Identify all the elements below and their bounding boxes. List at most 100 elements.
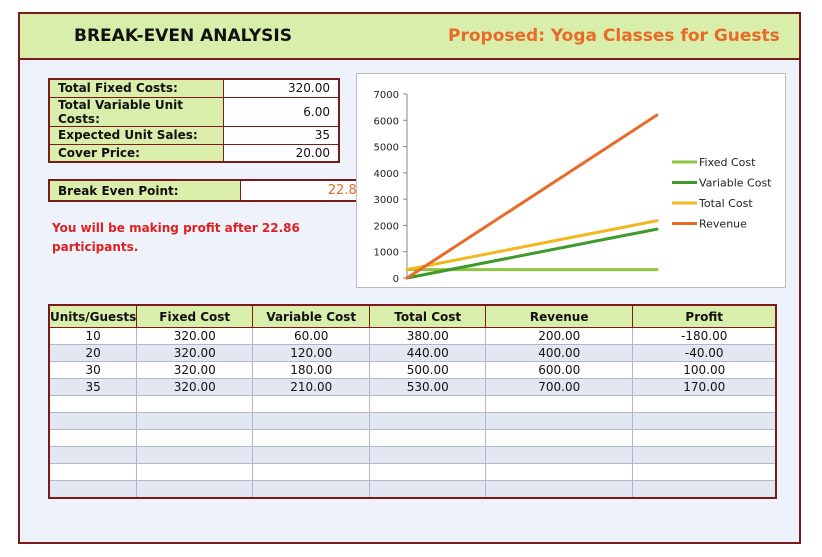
col-header-variable-cost: Variable Cost <box>252 304 371 328</box>
param-label: Expected Unit Sales: <box>48 125 224 145</box>
col-header-units: Units/Guests <box>48 304 138 328</box>
page-title: BREAK-EVEN ANALYSIS <box>74 26 292 46</box>
table-cell[interactable]: 200.00 <box>485 327 634 345</box>
table-cell[interactable] <box>136 463 254 481</box>
table-cell[interactable] <box>485 480 634 499</box>
table-cell[interactable] <box>48 395 138 413</box>
table-cell[interactable] <box>136 412 254 430</box>
table-cell[interactable] <box>485 429 634 447</box>
table-cell[interactable] <box>369 412 487 430</box>
table-cell[interactable] <box>632 480 777 499</box>
table-cell[interactable]: 440.00 <box>369 344 487 362</box>
legend-label: Variable Cost <box>699 177 772 190</box>
table-cell[interactable] <box>252 412 371 430</box>
table-cell[interactable] <box>632 429 777 447</box>
y-tick-label: 3000 <box>374 195 399 206</box>
col-header-fixed-cost: Fixed Cost <box>136 304 254 328</box>
param-label: Total Fixed Costs: <box>48 78 224 98</box>
table-cell[interactable] <box>369 429 487 447</box>
parameters-table: Total Fixed Costs: 320.00 Total Variable… <box>48 78 340 163</box>
param-value-cover-price[interactable]: 20.00 <box>222 143 340 163</box>
table-cell[interactable] <box>485 412 634 430</box>
param-value-variable-costs[interactable]: 6.00 <box>222 96 340 127</box>
table-cell[interactable] <box>252 429 371 447</box>
break-even-data-table: Units/Guests Fixed Cost Variable Cost To… <box>48 304 778 499</box>
table-row: 30 320.00 180.00 500.00 600.00 100.00 <box>48 361 777 379</box>
legend-label: Revenue <box>699 218 747 231</box>
table-cell[interactable] <box>369 463 487 481</box>
table-cell[interactable] <box>136 429 254 447</box>
table-cell[interactable] <box>369 395 487 413</box>
y-tick-label: 2000 <box>374 221 399 232</box>
table-cell[interactable] <box>632 395 777 413</box>
table-cell[interactable] <box>485 463 634 481</box>
table-cell[interactable] <box>252 446 371 464</box>
table-row: 10 320.00 60.00 380.00 200.00 -180.00 <box>48 327 777 345</box>
param-value-fixed-costs[interactable]: 320.00 <box>222 78 340 98</box>
table-cell[interactable]: 20 <box>48 344 138 362</box>
table-cell[interactable]: -40.00 <box>632 344 777 362</box>
table-row: 35 320.00 210.00 530.00 700.00 170.00 <box>48 378 777 396</box>
table-cell[interactable]: 320.00 <box>136 378 254 396</box>
table-cell[interactable] <box>369 446 487 464</box>
table-cell[interactable] <box>136 395 254 413</box>
table-cell[interactable]: 530.00 <box>369 378 487 396</box>
table-row-empty <box>48 395 777 413</box>
table-cell[interactable]: 400.00 <box>485 344 634 362</box>
col-header-revenue: Revenue <box>485 304 634 328</box>
y-tick-label: 7000 <box>374 90 399 101</box>
param-row: Total Fixed Costs: 320.00 <box>48 78 340 98</box>
table-header-row: Units/Guests Fixed Cost Variable Cost To… <box>48 304 777 328</box>
param-value-unit-sales[interactable]: 35 <box>222 125 340 145</box>
table-cell[interactable]: 180.00 <box>252 361 371 379</box>
table-cell[interactable] <box>632 446 777 464</box>
table-cell[interactable]: 600.00 <box>485 361 634 379</box>
legend-label: Fixed Cost <box>699 156 756 169</box>
table-cell[interactable]: 30 <box>48 361 138 379</box>
param-label: Total Variable Unit Costs: <box>48 96 224 127</box>
table-cell[interactable] <box>632 463 777 481</box>
table-cell[interactable]: 320.00 <box>136 344 254 362</box>
table-cell[interactable]: 60.00 <box>252 327 371 345</box>
table-cell[interactable]: 120.00 <box>252 344 371 362</box>
table-cell[interactable]: 210.00 <box>252 378 371 396</box>
table-cell[interactable] <box>252 463 371 481</box>
table-cell[interactable]: 700.00 <box>485 378 634 396</box>
table-cell[interactable]: 320.00 <box>136 327 254 345</box>
table-cell[interactable]: 500.00 <box>369 361 487 379</box>
param-row: Expected Unit Sales: 35 <box>48 125 340 145</box>
table-cell[interactable] <box>48 429 138 447</box>
table-cell[interactable] <box>252 395 371 413</box>
series-line-revenue <box>405 113 659 280</box>
table-cell[interactable] <box>48 446 138 464</box>
table-cell[interactable] <box>485 395 634 413</box>
param-row: Total Variable Unit Costs: 6.00 <box>48 96 340 127</box>
y-tick-label: 0 <box>393 274 399 285</box>
y-tick-label: 4000 <box>374 169 399 180</box>
proposal-title: Proposed: Yoga Classes for Guests <box>448 26 780 46</box>
table-cell[interactable]: 320.00 <box>136 361 254 379</box>
table-cell[interactable] <box>632 412 777 430</box>
table-cell[interactable] <box>136 446 254 464</box>
table-cell[interactable] <box>48 463 138 481</box>
table-cell[interactable]: 35 <box>48 378 138 396</box>
table-cell[interactable]: 100.00 <box>632 361 777 379</box>
table-cell[interactable] <box>136 480 254 499</box>
table-cell[interactable]: -180.00 <box>632 327 777 345</box>
table-row-empty <box>48 463 777 481</box>
table-row: 20 320.00 120.00 440.00 400.00 -40.00 <box>48 344 777 362</box>
profit-message: You will be making profit after 22.86 pa… <box>52 221 300 254</box>
table-cell[interactable]: 10 <box>48 327 138 345</box>
table-cell[interactable] <box>485 446 634 464</box>
table-cell[interactable]: 380.00 <box>369 327 487 345</box>
table-cell[interactable] <box>48 412 138 430</box>
break-even-value: 22.86 <box>240 179 375 202</box>
table-cell[interactable]: 170.00 <box>632 378 777 396</box>
break-even-label: Break Even Point: <box>48 179 241 202</box>
table-row-empty <box>48 429 777 447</box>
param-label: Cover Price: <box>48 143 224 163</box>
table-cell[interactable] <box>252 480 371 499</box>
table-cell[interactable] <box>48 480 138 499</box>
table-cell[interactable] <box>369 480 487 499</box>
break-even-row: Break Even Point: 22.86 <box>48 179 375 202</box>
